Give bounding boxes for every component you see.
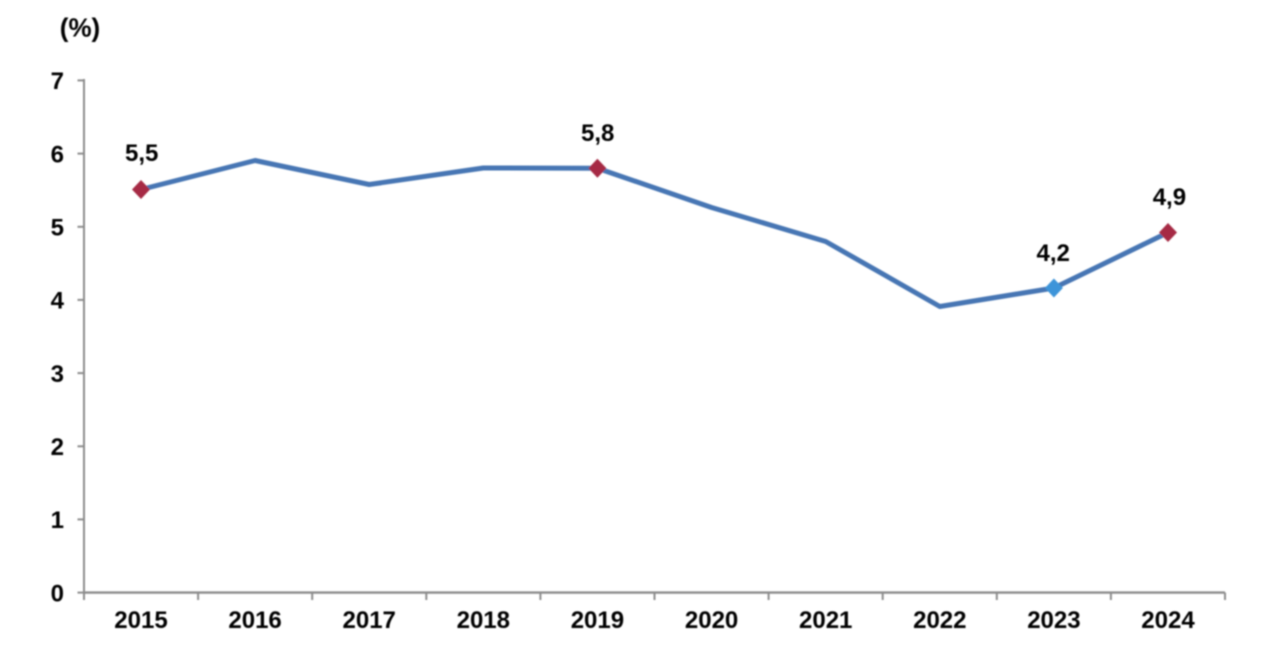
svg-text:4: 4 — [51, 288, 65, 315]
svg-text:4,9: 4,9 — [1153, 184, 1186, 211]
svg-text:2018: 2018 — [457, 607, 510, 634]
svg-text:1: 1 — [51, 507, 64, 534]
svg-text:3: 3 — [51, 361, 64, 388]
svg-text:2022: 2022 — [913, 607, 966, 634]
svg-text:2024: 2024 — [1141, 607, 1195, 634]
svg-text:2023: 2023 — [1027, 607, 1080, 634]
svg-text:2021: 2021 — [799, 607, 852, 634]
svg-text:6: 6 — [51, 141, 64, 168]
svg-text:2015: 2015 — [114, 607, 167, 634]
svg-text:5,5: 5,5 — [125, 140, 158, 167]
svg-text:2019: 2019 — [571, 607, 624, 634]
svg-text:0: 0 — [51, 580, 64, 607]
svg-text:5,8: 5,8 — [581, 120, 614, 147]
svg-text:2016: 2016 — [228, 607, 281, 634]
svg-text:7: 7 — [51, 68, 64, 95]
svg-text:2: 2 — [51, 434, 64, 461]
svg-text:5: 5 — [51, 215, 64, 242]
svg-text:2017: 2017 — [343, 607, 396, 634]
svg-text:4,2: 4,2 — [1037, 240, 1070, 267]
svg-text:(%): (%) — [60, 13, 100, 43]
svg-text:2020: 2020 — [685, 607, 738, 634]
